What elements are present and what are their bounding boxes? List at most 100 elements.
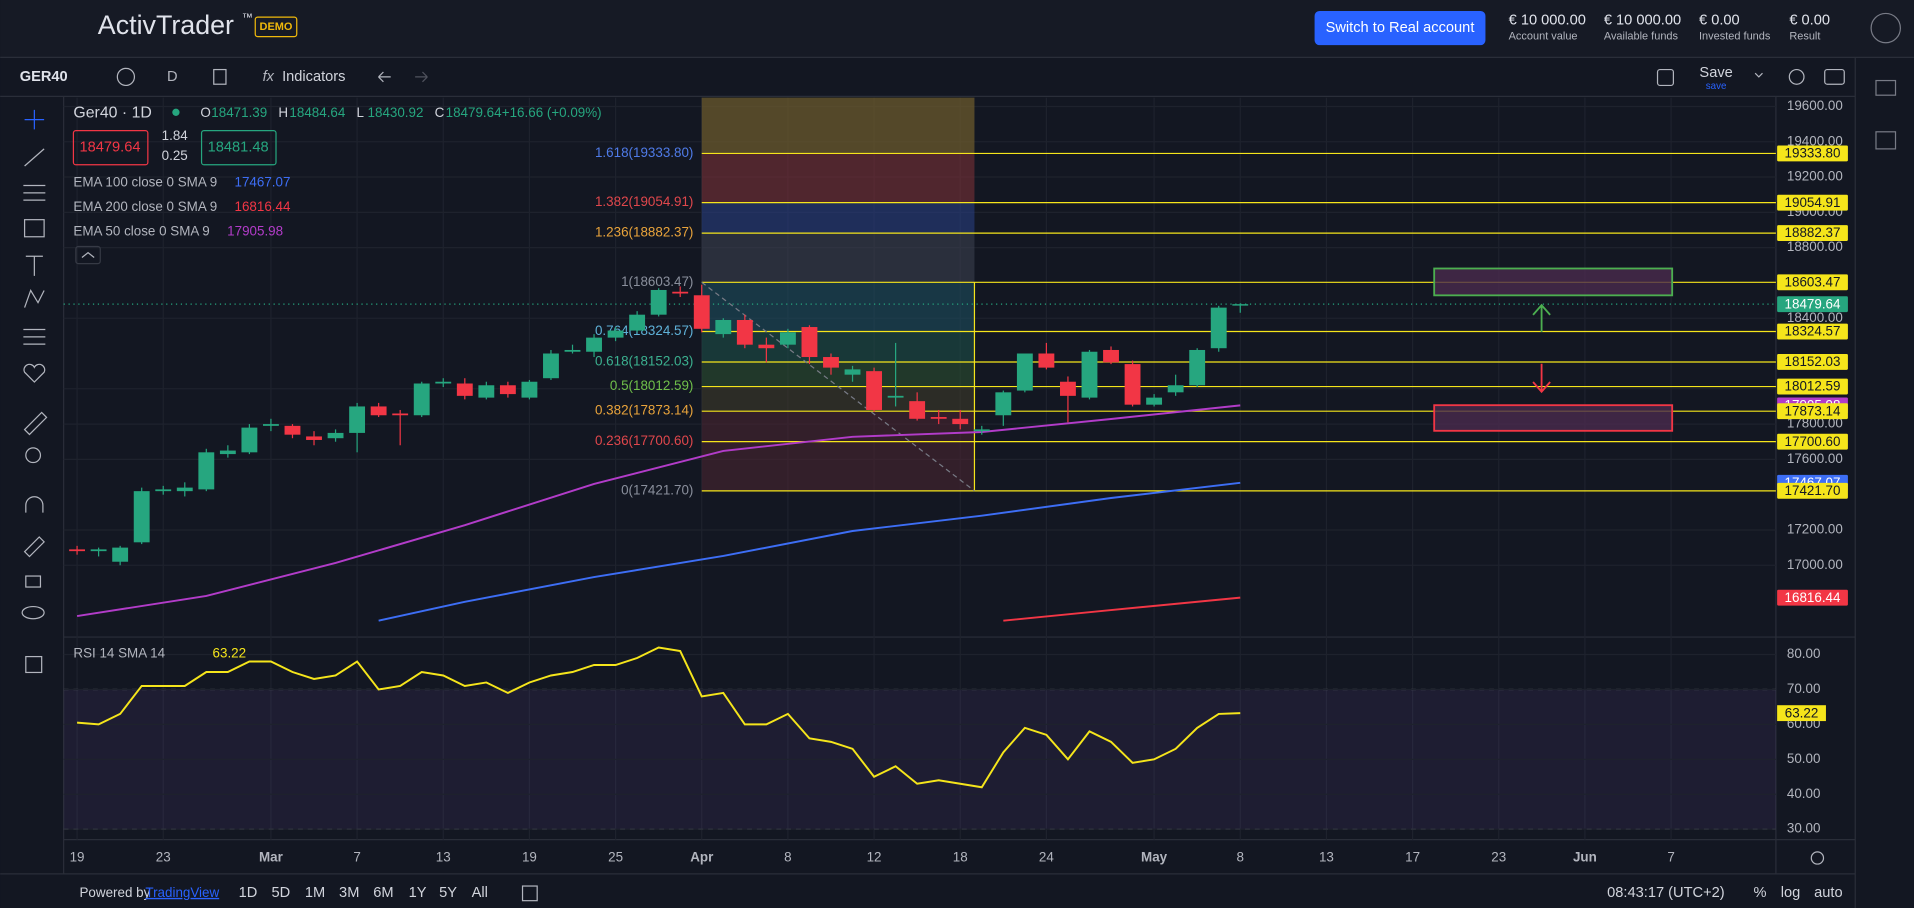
range-button[interactable]: All bbox=[472, 885, 488, 901]
symbol[interactable]: GER40 bbox=[20, 69, 68, 85]
percent-toggle[interactable]: % bbox=[1754, 885, 1767, 901]
candle-body bbox=[478, 385, 495, 398]
candle-body bbox=[1189, 349, 1206, 386]
real-account-button[interactable] bbox=[1314, 10, 1486, 46]
x-tick-label: 7 bbox=[1667, 850, 1674, 865]
interval[interactable]: D bbox=[167, 69, 178, 85]
y-tick-label: 17800.00 bbox=[1787, 416, 1843, 431]
price-tag bbox=[1777, 323, 1848, 340]
crosshair-tool[interactable] bbox=[24, 109, 45, 130]
range-button[interactable]: 1M bbox=[305, 885, 325, 901]
price-tag bbox=[1777, 433, 1848, 450]
rsi-tick-label: 40.00 bbox=[1787, 786, 1821, 801]
add-icon[interactable] bbox=[116, 67, 136, 87]
range-button[interactable]: 5D bbox=[272, 885, 291, 901]
logo-tm: ™ bbox=[242, 12, 253, 24]
stat-label: Result bbox=[1789, 31, 1820, 43]
layout-icon[interactable] bbox=[1656, 68, 1675, 87]
y-tick-label: 19400.00 bbox=[1787, 133, 1843, 148]
y-tick-label: 19200.00 bbox=[1787, 169, 1843, 184]
candle-body bbox=[1124, 364, 1141, 405]
x-tick-label: 19 bbox=[70, 850, 85, 865]
candle-body bbox=[952, 418, 969, 425]
redo-icon[interactable] bbox=[415, 71, 428, 83]
rsi-tag bbox=[1777, 705, 1826, 722]
prediction-tool[interactable] bbox=[23, 328, 46, 345]
ema-value: 17467.07 bbox=[235, 175, 291, 190]
favorites-tool[interactable] bbox=[23, 363, 46, 383]
line-tool[interactable] bbox=[24, 148, 45, 167]
range-button[interactable]: 1Y bbox=[409, 885, 427, 901]
buy-box[interactable] bbox=[200, 129, 277, 166]
top-bar bbox=[0, 0, 1914, 58]
ohlc-value: 18479.64 bbox=[446, 105, 502, 120]
chart-type-icon[interactable] bbox=[213, 68, 227, 85]
visibility-tool[interactable] bbox=[21, 605, 45, 620]
dropdown-icon[interactable] bbox=[1754, 72, 1763, 78]
y-tick-label: 17600.00 bbox=[1787, 451, 1843, 466]
avatar[interactable] bbox=[1870, 12, 1902, 44]
candle-body bbox=[176, 487, 193, 492]
price-tag-label: 16816.44 bbox=[1785, 590, 1841, 605]
price-tag-label: 19333.80 bbox=[1785, 146, 1841, 161]
range-button[interactable]: 5Y bbox=[439, 885, 457, 901]
collapse-button[interactable] bbox=[75, 245, 101, 265]
save[interactable]: Save bbox=[1699, 65, 1732, 81]
axis-settings[interactable] bbox=[1810, 851, 1825, 865]
sell-box[interactable] bbox=[72, 129, 149, 166]
candle-body bbox=[543, 353, 559, 379]
range-button[interactable]: 3M bbox=[339, 885, 359, 901]
lock-tool[interactable] bbox=[25, 575, 42, 588]
candle-body bbox=[241, 427, 258, 453]
x-tick-label: 17 bbox=[1405, 850, 1420, 865]
candle-body bbox=[736, 319, 753, 345]
save-sub: save bbox=[1706, 81, 1727, 92]
price-tag-label: 18152.03 bbox=[1785, 354, 1841, 369]
indicators[interactable]: Indicators bbox=[282, 69, 345, 85]
log-toggle[interactable]: log bbox=[1781, 885, 1801, 901]
delete-tool[interactable] bbox=[25, 655, 43, 674]
ohlc-key: O bbox=[200, 105, 210, 120]
lock-draw-tool[interactable] bbox=[23, 536, 45, 558]
x-tick-label: May bbox=[1141, 850, 1168, 865]
text-tool[interactable] bbox=[25, 255, 43, 276]
ruler-tool[interactable] bbox=[23, 411, 48, 436]
x-tick-label: 8 bbox=[1237, 850, 1244, 865]
zoom-tool[interactable] bbox=[25, 447, 42, 464]
settings-icon[interactable] bbox=[1788, 68, 1805, 85]
fib-tool[interactable] bbox=[23, 184, 46, 201]
range-button[interactable]: 6M bbox=[373, 885, 393, 901]
range-button[interactable]: 1D bbox=[239, 885, 258, 901]
fib-label: 1(18603.47) bbox=[621, 274, 693, 289]
price-tag-label: 18479.64 bbox=[1785, 296, 1841, 311]
price-tag-label: 18603.47 bbox=[1785, 274, 1841, 289]
y-tick-label: 17000.00 bbox=[1787, 557, 1843, 572]
ohlc-key: C bbox=[435, 105, 445, 120]
price-tag bbox=[1777, 194, 1848, 211]
magnet-tool[interactable] bbox=[25, 496, 44, 513]
date-range-icon[interactable] bbox=[521, 885, 538, 902]
x-tick-label: 8 bbox=[784, 850, 791, 865]
plot: 1.618(19333.80) 1.382(19054.91) 1.236(1888… bbox=[63, 97, 1776, 840]
pattern-tool[interactable] bbox=[24, 289, 45, 308]
brand-link[interactable]: TradingView bbox=[145, 885, 219, 900]
candle-body bbox=[866, 371, 883, 410]
fib-label: 0.236(17700.60) bbox=[595, 433, 693, 448]
candle-body bbox=[155, 489, 172, 492]
x-tick-label: 23 bbox=[1491, 850, 1506, 865]
camera-icon[interactable] bbox=[1824, 68, 1845, 85]
candle-body bbox=[69, 549, 86, 552]
candle-body bbox=[456, 383, 473, 396]
shape-tool[interactable] bbox=[23, 219, 45, 238]
price-tag-label: 18882.37 bbox=[1785, 225, 1841, 240]
mail-icon[interactable] bbox=[1875, 79, 1897, 96]
down-arrow bbox=[1532, 363, 1551, 394]
news-icon[interactable] bbox=[1875, 131, 1897, 150]
undo-icon[interactable] bbox=[378, 71, 391, 83]
candle-body bbox=[909, 401, 926, 419]
fx-icon: fx bbox=[263, 69, 275, 85]
auto-toggle[interactable]: auto bbox=[1814, 885, 1842, 901]
clock: 08:43:17 (UTC+2) bbox=[1607, 885, 1724, 901]
candle-body bbox=[586, 337, 602, 352]
